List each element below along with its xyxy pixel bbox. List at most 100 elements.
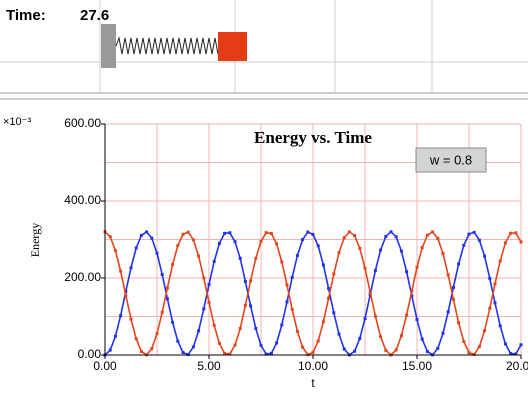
data-point [321,320,325,324]
data-point [275,341,279,345]
data-point [477,345,481,349]
data-point [373,314,377,318]
data-point [134,246,138,250]
data-point [207,300,211,304]
data-point [519,343,523,347]
data-point [223,351,227,355]
data-point [342,236,346,240]
data-point [295,253,299,257]
data-point [280,260,284,264]
data-point [498,259,502,263]
data-point [451,297,455,301]
data-point [249,304,253,308]
data-point [264,231,268,235]
data-point [353,349,357,353]
x-axis-label: t [311,376,315,390]
data-point [108,348,112,352]
data-point [384,348,388,352]
data-point [306,230,310,234]
data-point [124,293,128,297]
data-point [332,272,336,276]
y-axis-label: Energy [28,223,42,257]
data-point [483,254,487,258]
data-point [477,238,481,242]
data-point [259,343,263,347]
data-point [462,243,466,247]
data-point [150,347,154,351]
data-point [160,310,164,314]
data-point [332,311,336,315]
data-point [145,230,149,234]
data-point [498,324,502,328]
data-point [119,314,123,318]
data-point [207,282,211,286]
data-point [337,332,341,336]
sim-panel [0,0,528,92]
data-point [217,241,221,245]
data-point [379,335,383,339]
data-point [373,269,377,273]
data-point [493,282,497,286]
data-point [134,337,138,341]
data-point [446,310,450,314]
data-point [202,276,206,280]
data-point [108,235,112,239]
data-point [415,265,419,269]
data-point [446,273,450,277]
data-point [410,289,414,293]
data-point [176,244,180,248]
data-point [150,236,154,240]
x-tick-label: 20.00 [506,359,528,373]
data-point [176,339,180,343]
data-point [197,254,201,258]
data-point [467,232,471,236]
data-point [347,230,351,234]
data-point [467,351,471,355]
data-point [160,272,164,276]
data-point [316,244,320,248]
data-point [259,239,263,243]
data-point [425,233,429,237]
data-point [181,351,185,355]
time-value: 27.6 [80,7,109,24]
data-point [394,348,398,352]
data-point [368,290,372,294]
data-point [425,350,429,354]
data-point [186,230,190,234]
data-point [249,279,253,283]
data-point [488,306,492,310]
x-tick-label: 5.00 [197,359,221,373]
y-tick-label: 0.00 [78,347,102,361]
data-point [457,321,461,325]
data-point [129,266,133,270]
data-point [509,231,513,235]
data-point [451,285,455,289]
data-point [217,341,221,345]
data-point [457,262,461,266]
data-point [327,296,331,300]
y-tick-label: 400.00 [64,193,101,207]
data-point [384,234,388,238]
data-point [353,234,357,238]
data-point [290,275,294,279]
data-point [191,238,195,242]
data-point [493,301,497,305]
time-label: Time: [6,7,46,24]
data-point [171,320,175,324]
data-point [436,346,440,350]
data-point [254,256,258,260]
data-point [285,283,289,287]
data-point [212,323,216,327]
data-point [311,232,315,236]
data-point [113,334,117,338]
data-point [441,252,445,256]
data-point [295,329,299,333]
data-point [165,297,169,301]
data-point [436,236,440,240]
data-point [139,349,143,353]
data-point [337,251,341,255]
data-point [462,340,466,344]
data-point [228,352,232,356]
data-point [514,231,518,235]
data-point [321,263,325,267]
